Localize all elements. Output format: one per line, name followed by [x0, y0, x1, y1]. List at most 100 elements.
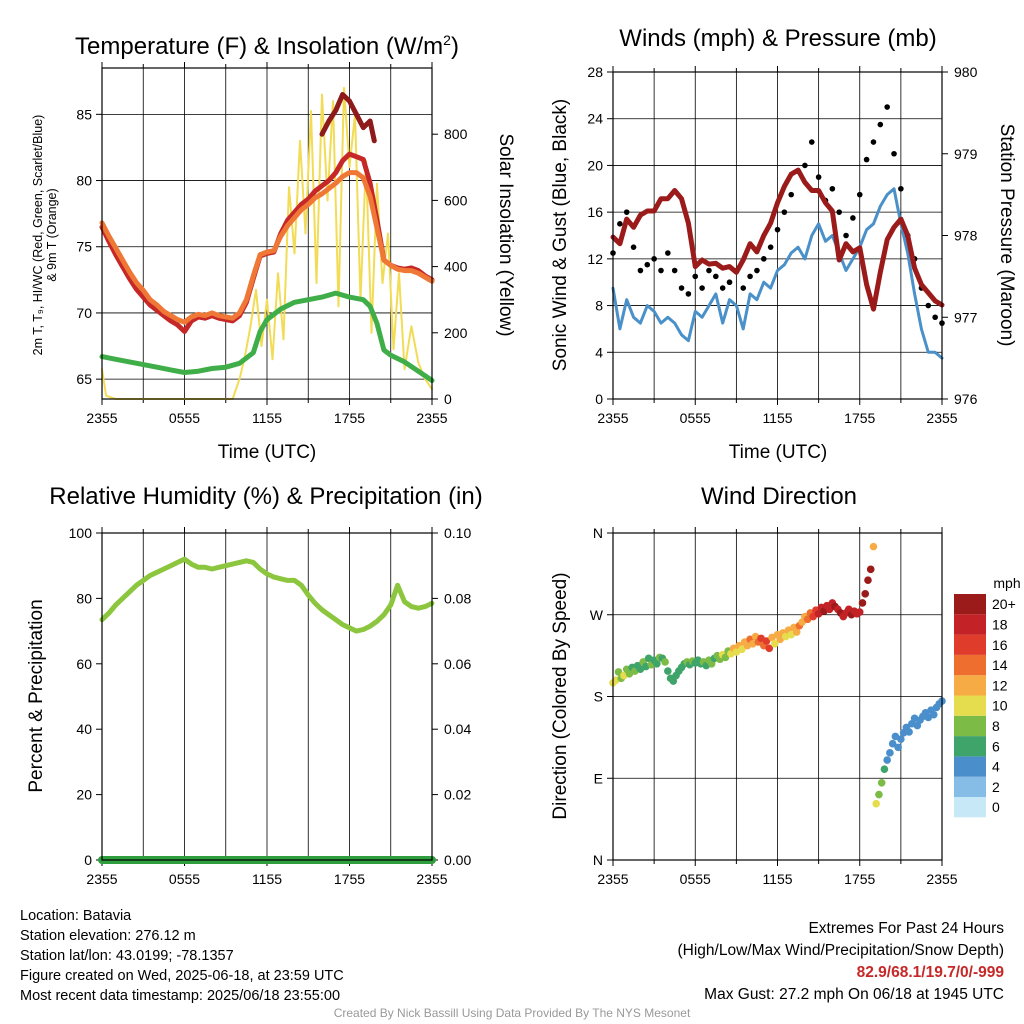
extremes-subtitle: (High/Low/Max Wind/Precipitation/Snow De…: [677, 942, 1005, 959]
y-tick-label-wind: 8: [595, 298, 603, 314]
gust-point: [726, 279, 733, 286]
direction-point: [866, 565, 875, 574]
direction-point: [888, 739, 897, 748]
temperature-ylabel-line2: & 9m T (Orange): [45, 188, 59, 281]
series-line-station-pressure: [610, 167, 945, 312]
gust-point: [678, 285, 685, 291]
credit-line: Created By Nick Bassill Using Data Provi…: [333, 1006, 691, 1020]
gust-point: [713, 273, 719, 280]
y2-tick-label-rh: 0.06: [444, 656, 471, 672]
series-line-sonic-wind: [611, 187, 944, 360]
direction-point: [877, 778, 886, 787]
y-tick-label-dir: E: [594, 770, 603, 786]
colorbar-label: 18: [992, 616, 1008, 632]
gust-point: [932, 314, 938, 321]
x-tick-label-wind: 1755: [844, 410, 875, 426]
humidity-precip-panel: Relative Humidity (%) & Precipitation (i…: [26, 483, 483, 793]
y-tick-label-wind: 24: [587, 111, 603, 127]
wind-pressure-panel: Winds (mph) & Pressure (mb) Sonic Wind &…: [550, 25, 1017, 463]
direction-point: [929, 710, 938, 719]
y2-tick-label-wind: 977: [954, 309, 978, 325]
y-tick-label-rh: 40: [76, 721, 92, 737]
colorbar-swatch: [954, 756, 986, 777]
x-tick-label-rh: 2355: [416, 871, 447, 887]
y2-tick-label-wind: 980: [954, 64, 978, 80]
gust-point: [706, 267, 712, 274]
temperature-ylabel-right: Solar Insolation (Yellow): [495, 133, 516, 336]
x-tick-label-rh: 2355: [86, 871, 117, 887]
y-tick-label-wind: 20: [587, 157, 603, 173]
y2-tick-label-temp: 200: [444, 325, 468, 341]
colorbar-swatch: [954, 614, 986, 635]
direction-point: [661, 658, 669, 666]
gust-point: [884, 104, 890, 110]
temperature-xlabel: Time (UTC): [218, 442, 317, 463]
series-line-relative-humidity: [99, 556, 435, 634]
y2-tick-label-temp: 400: [444, 259, 468, 275]
station-location: Location: Batavia: [20, 908, 132, 924]
extremes-box: Extremes For Past 24 Hours (High/Low/Max…: [678, 918, 1005, 1006]
wind-direction-panel: Wind Direction Direction (Colored By Spe…: [550, 483, 1021, 820]
y-tick-label-wind: 16: [587, 204, 603, 220]
colorbar-swatch: [954, 695, 986, 716]
x-tick-label-wind: 1155: [762, 410, 792, 426]
wind-panel-title: Winds (mph) & Pressure (mb): [619, 25, 936, 52]
direction-point: [872, 799, 880, 808]
direction-point: [770, 640, 779, 648]
gust-point: [760, 256, 767, 262]
colorbar-label: 14: [992, 657, 1008, 673]
y-tick-label-temp: 75: [76, 239, 92, 255]
gust-point: [877, 121, 884, 128]
colorbar-label: 16: [992, 637, 1008, 653]
colorbar-label: 20+: [992, 596, 1016, 612]
gust-point: [898, 185, 904, 192]
x-tick-label-rh: 1155: [252, 871, 282, 887]
colorbar-label: 0: [992, 799, 1000, 815]
direction-point: [614, 668, 623, 676]
temperature-panel-title: Temperature (F) & Insolation (W/m2): [75, 32, 459, 60]
direction-point: [869, 542, 878, 551]
colorbar-swatch: [954, 594, 986, 615]
x-tick-label-temp: 0555: [169, 410, 200, 426]
x-tick-label-dir: 1155: [762, 871, 792, 887]
gust-point: [623, 209, 630, 215]
colorbar-swatch: [954, 654, 986, 676]
y2-tick-label-rh: 0.08: [444, 590, 471, 606]
gust-point: [617, 221, 623, 227]
station-elevation: Station elevation: 276.12 m: [20, 928, 196, 944]
colorbar-label: 4: [992, 759, 1000, 775]
x-tick-label-dir: 2355: [926, 871, 957, 887]
y-tick-label-wind: 4: [595, 344, 603, 360]
x-tick-label-dir: 0555: [680, 871, 711, 887]
colorbar-label: 12: [992, 677, 1008, 693]
extremes-title: Extremes For Past 24 Hours: [808, 920, 1004, 937]
gust-point: [658, 267, 664, 274]
gust-point: [870, 139, 877, 145]
colorbar-swatch: [954, 797, 986, 818]
x-tick-label-rh: 1755: [334, 871, 365, 887]
gust-point: [740, 285, 747, 291]
gust-point: [774, 226, 781, 233]
series-line-hi-wc: [319, 92, 377, 144]
direction-point: [905, 728, 913, 736]
direction-point: [858, 599, 867, 607]
gust-point: [863, 156, 870, 163]
y2-tick-label-rh: 0.04: [444, 721, 471, 737]
direction-point: [883, 756, 891, 764]
x-tick-label-rh: 0555: [169, 871, 200, 887]
figure-created: Figure created on Wed, 2025-06-18, at 23…: [20, 968, 344, 984]
y-tick-label-wind: 12: [587, 251, 603, 267]
direction-point: [664, 667, 672, 675]
gust-point: [891, 150, 897, 157]
gust-point: [767, 244, 774, 250]
humidity-panel-title: Relative Humidity (%) & Precipitation (i…: [49, 483, 482, 510]
y-tick-label-wind: 0: [595, 391, 603, 407]
chart-marks: 2355 0555 1155 1755 235565707580850200400600…: [69, 62, 1016, 887]
y2-tick-label-wind: 979: [954, 146, 978, 162]
x-tick-label-dir: 2355: [597, 871, 628, 887]
gust-point: [856, 191, 863, 198]
gust-point: [754, 267, 760, 274]
x-tick-label-dir: 1755: [844, 871, 875, 887]
y-tick-label-dir: N: [593, 525, 603, 541]
x-tick-label-temp: 2355: [86, 410, 117, 426]
